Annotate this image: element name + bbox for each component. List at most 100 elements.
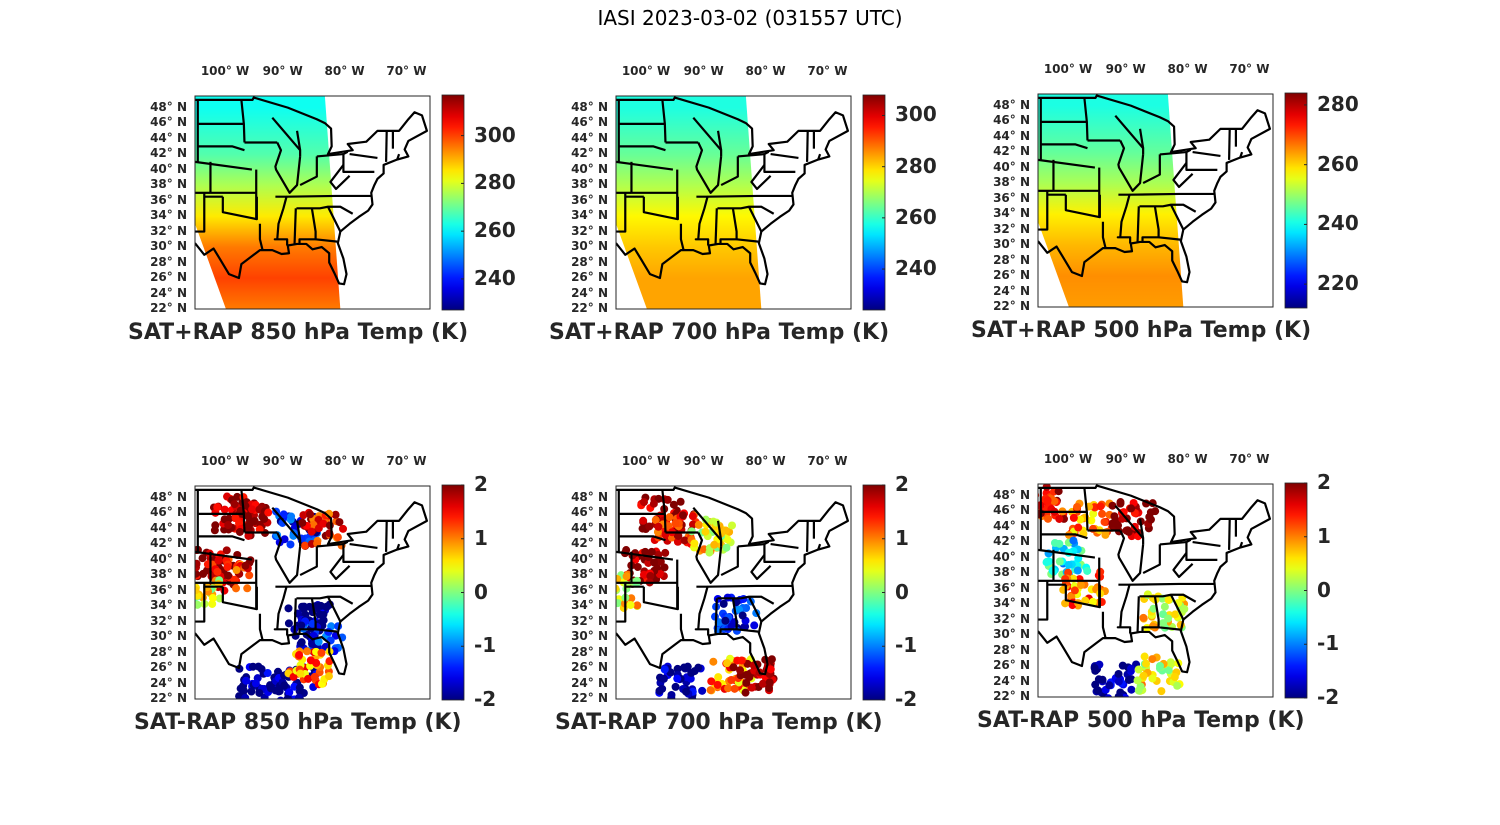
colorbar-tick-label: 0	[895, 579, 909, 604]
state-border	[750, 164, 772, 191]
state-border	[747, 596, 763, 623]
data-point	[669, 500, 678, 509]
data-point	[1139, 671, 1148, 680]
map-svg	[1037, 92, 1308, 309]
longitude-tick-label: 70° W	[807, 454, 848, 468]
panel-6: -2 -1 0 1 2 100° W 90° W 80° W 70° W 48° N 46° N 44…	[843, 388, 1343, 788]
data-point	[616, 583, 617, 587]
state-border	[296, 595, 354, 605]
data-point	[1114, 670, 1123, 679]
latitude-tick-label: 24° N	[993, 673, 1030, 688]
data-point	[235, 527, 244, 536]
longitude-tick-label: 100° W	[621, 64, 671, 78]
state-border	[299, 156, 318, 187]
state-border	[661, 99, 667, 143]
latitude-tick-label: 44° N	[993, 128, 1030, 143]
data-point	[646, 572, 655, 581]
colorbar	[862, 94, 886, 311]
state-borders	[1038, 94, 1272, 284]
data-point	[656, 557, 665, 566]
state-border	[396, 543, 401, 550]
state-border	[195, 582, 206, 623]
data-point	[682, 687, 691, 696]
colorbar-tick-label: -1	[474, 633, 497, 658]
state-border	[1239, 541, 1244, 548]
panel-3: 220 240 260 280 100° W 90° W 80° W 70° W 48° N 46…	[843, 0, 1359, 398]
data-point	[729, 663, 738, 672]
latitude-tick-label: 40° N	[150, 161, 187, 176]
longitude-tick-label: 100° W	[1043, 62, 1093, 76]
state-border	[1116, 193, 1132, 244]
data-point	[663, 495, 672, 504]
data-point	[701, 527, 710, 536]
state-border	[299, 546, 318, 577]
state-border	[763, 544, 796, 564]
data-point	[1148, 674, 1157, 683]
state-border	[342, 540, 349, 546]
panel-title: SAT+RAP 850 hPa Temp (K)	[128, 320, 469, 345]
latitude-tick-label: 30° N	[993, 627, 1030, 642]
data-point	[1089, 524, 1098, 533]
data-point	[1073, 502, 1082, 511]
data-point	[723, 659, 732, 668]
state-border	[716, 130, 723, 151]
state-border	[1185, 538, 1192, 544]
map-frame	[615, 95, 852, 310]
state-border	[1040, 533, 1088, 540]
data-point	[1156, 661, 1165, 670]
latitude-tick-label: 44° N	[571, 520, 608, 535]
data-point	[1055, 514, 1064, 523]
state-border	[616, 192, 627, 233]
data-point	[1096, 502, 1105, 511]
state-border	[736, 628, 759, 633]
state-border	[195, 160, 253, 171]
state-border	[274, 531, 302, 584]
data-point	[1064, 560, 1073, 569]
data-point	[263, 669, 272, 678]
data-point	[300, 541, 309, 550]
data-point	[719, 599, 728, 608]
data-point	[236, 684, 245, 693]
state-border	[694, 585, 710, 636]
data-point	[705, 548, 714, 557]
panel-title: SAT-RAP 700 hPa Temp (K)	[555, 710, 883, 735]
state-border	[618, 145, 666, 152]
latitude-tick-label: 42° N	[571, 146, 608, 161]
data-point	[1164, 595, 1173, 604]
panel-5: -2 -1 0 1 2 100° W 90° W 80° W 70° W 48° N 46° N 44…	[421, 390, 921, 790]
state-border	[195, 192, 206, 233]
state-border	[1185, 542, 1218, 562]
state-border	[1158, 236, 1181, 241]
state-border	[1101, 611, 1107, 638]
longitude-tick-label: 100° W	[621, 454, 671, 468]
data-point	[639, 516, 648, 525]
longitude-tick-label: 90° W	[262, 64, 303, 78]
data-point	[633, 601, 642, 610]
data-point	[651, 516, 660, 525]
state-border	[1169, 204, 1185, 231]
state-border	[1129, 192, 1216, 196]
data-point	[737, 656, 746, 665]
data-point	[257, 665, 266, 674]
latitude-tick-label: 24° N	[993, 283, 1030, 298]
state-border	[1185, 148, 1192, 154]
longitude-tick-label: 70° W	[807, 64, 848, 78]
data-point	[616, 574, 622, 583]
data-point	[723, 535, 732, 544]
colorbar-tick-label: 240	[1317, 211, 1359, 236]
state-border	[384, 520, 388, 552]
longitude-tick-label: 100° W	[200, 454, 250, 468]
colorbar-tick-label: 240	[895, 256, 937, 281]
state-border	[616, 96, 850, 286]
data-point	[747, 683, 756, 692]
data-point	[203, 566, 212, 575]
colorbar-tick-label: 240	[474, 265, 516, 290]
latitude-tick-label: 34° N	[150, 598, 187, 613]
data-point	[647, 547, 656, 556]
state-border	[805, 130, 809, 162]
latitude-tick-label: 22° N	[150, 691, 187, 705]
data-point	[249, 662, 258, 671]
state-border	[195, 486, 429, 676]
data-point	[724, 684, 733, 693]
data-point	[307, 527, 316, 536]
